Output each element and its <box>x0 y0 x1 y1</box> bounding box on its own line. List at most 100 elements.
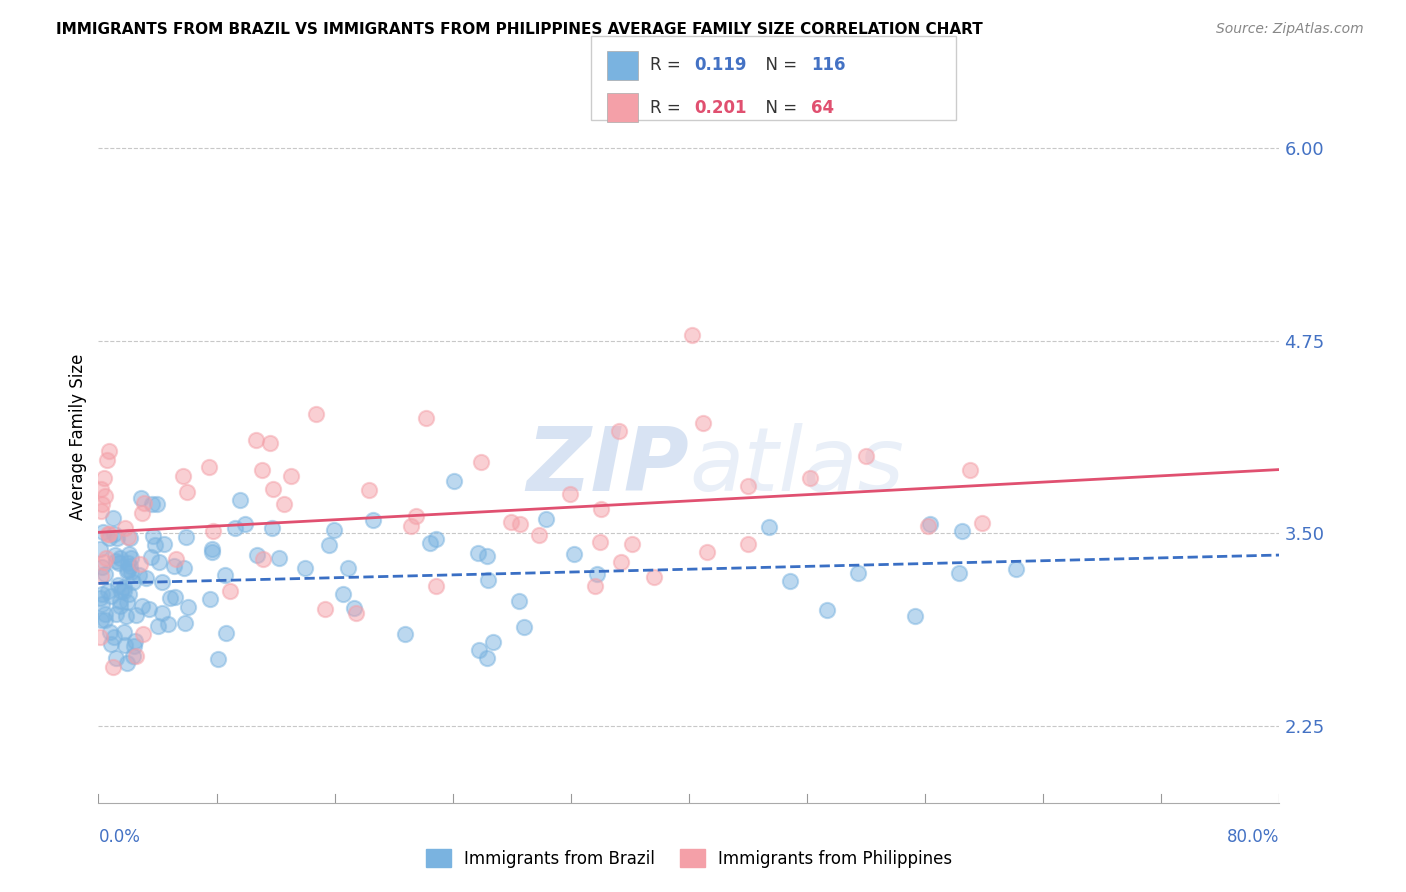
Point <box>120 559 142 574</box>
Point <box>159 591 181 605</box>
Point <box>643 570 665 584</box>
Point <box>948 566 970 580</box>
Point <box>1004 561 1026 575</box>
Point <box>122 574 145 589</box>
Point <box>104 554 127 568</box>
Point <box>917 518 939 533</box>
Point <box>94 613 117 627</box>
Point <box>344 606 367 620</box>
Point <box>260 521 283 535</box>
Point <box>148 555 170 569</box>
Point <box>201 545 224 559</box>
Point <box>904 609 927 624</box>
Text: 80.0%: 80.0% <box>1227 829 1279 847</box>
Point <box>117 556 139 570</box>
Point <box>91 597 114 611</box>
Point <box>513 620 536 634</box>
Point <box>134 496 156 510</box>
Point <box>246 548 269 562</box>
Point <box>97 584 120 599</box>
Point <box>737 479 759 493</box>
Point <box>129 558 152 572</box>
Point <box>131 506 153 520</box>
Point <box>696 545 718 559</box>
Point <box>583 579 606 593</box>
Point <box>527 528 550 542</box>
Point <box>174 616 197 631</box>
Point <box>105 651 128 665</box>
Point <box>138 602 160 616</box>
Point <box>89 591 111 605</box>
Point <box>259 435 281 450</box>
Point <box>267 550 290 565</box>
Point <box>250 463 273 477</box>
Point <box>758 520 780 534</box>
Point <box>305 408 328 422</box>
Point <box>215 626 238 640</box>
Point <box>610 555 633 569</box>
Point <box>499 515 522 529</box>
Point <box>97 444 120 458</box>
Point <box>855 449 877 463</box>
Point <box>482 635 505 649</box>
Point <box>779 574 801 588</box>
Point <box>950 524 973 539</box>
Point <box>534 512 557 526</box>
Point <box>173 561 195 575</box>
Point <box>150 607 173 621</box>
Text: atlas: atlas <box>689 424 904 509</box>
Point <box>141 497 163 511</box>
Point <box>118 587 141 601</box>
Point <box>425 532 447 546</box>
Point <box>115 564 138 578</box>
Point <box>125 648 148 663</box>
Text: N =: N = <box>755 99 803 117</box>
Point <box>586 566 609 581</box>
Text: 64: 64 <box>811 99 834 117</box>
Point <box>359 483 381 498</box>
Point <box>363 513 385 527</box>
Text: IMMIGRANTS FROM BRAZIL VS IMMIGRANTS FROM PHILIPPINES AVERAGE FAMILY SIZE CORREL: IMMIGRANTS FROM BRAZIL VS IMMIGRANTS FRO… <box>56 22 983 37</box>
Point <box>100 589 122 603</box>
Point <box>198 460 221 475</box>
Point <box>122 648 145 663</box>
Point <box>419 536 441 550</box>
Point <box>294 561 316 575</box>
Point <box>94 607 117 622</box>
Point <box>399 518 422 533</box>
Text: ZIP: ZIP <box>526 423 689 510</box>
Point <box>91 587 114 601</box>
Point <box>122 639 145 653</box>
Point <box>114 638 136 652</box>
Point <box>100 637 122 651</box>
Point <box>143 538 166 552</box>
Point <box>110 599 132 613</box>
Point <box>120 550 142 565</box>
Point <box>117 530 139 544</box>
Text: R =: R = <box>650 99 686 117</box>
Point <box>103 510 125 524</box>
Point <box>509 517 531 532</box>
Point <box>235 516 257 531</box>
Legend: Immigrants from Brazil, Immigrants from Philippines: Immigrants from Brazil, Immigrants from … <box>426 849 952 868</box>
Point <box>229 493 252 508</box>
Point <box>117 547 139 561</box>
Point <box>224 521 246 535</box>
Point <box>799 471 821 485</box>
Point <box>425 579 447 593</box>
Point <box>970 516 993 531</box>
Y-axis label: Average Family Size: Average Family Size <box>69 354 87 520</box>
Point <box>104 607 127 622</box>
Point <box>110 584 132 599</box>
Point <box>146 497 169 511</box>
Point <box>405 509 427 524</box>
Point <box>609 424 631 438</box>
Point <box>200 591 222 606</box>
Point <box>131 599 153 614</box>
Point <box>692 416 714 430</box>
Point <box>214 568 236 582</box>
Point <box>90 504 112 518</box>
Point <box>90 559 112 574</box>
Point <box>128 567 150 582</box>
Point <box>124 633 146 648</box>
